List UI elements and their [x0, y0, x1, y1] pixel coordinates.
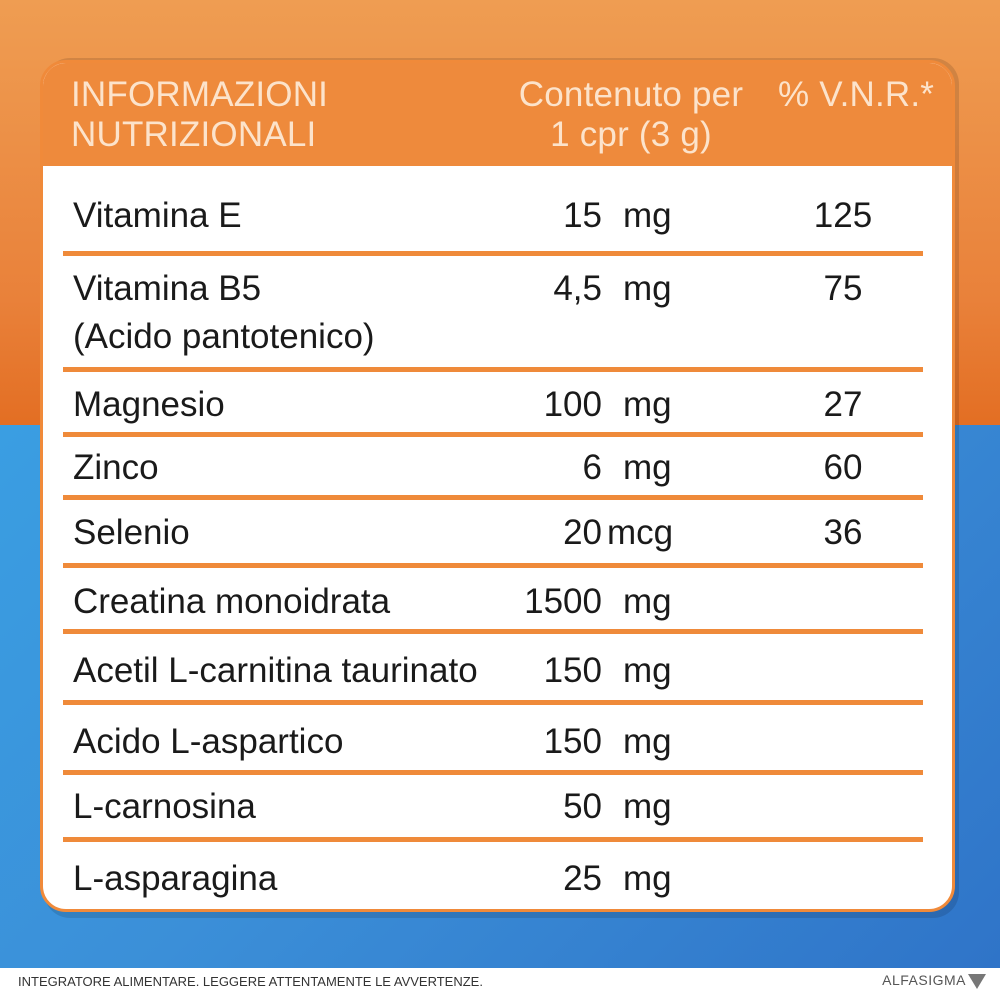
row-qty: 150 — [543, 722, 602, 761]
header-content-per: Contenuto per 1 cpr (3 g) — [501, 75, 761, 155]
table-row: Selenio 20 mcg 36 — [43, 507, 952, 559]
row-divider — [63, 251, 923, 256]
header-col2-line2: 1 cpr (3 g) — [550, 115, 712, 154]
row-qty: 50 — [563, 787, 602, 826]
header-col1-line2: NUTRIZIONALI — [71, 115, 317, 154]
row-unit: mg — [623, 787, 672, 826]
row-unit: mg — [623, 651, 672, 690]
footer-bar: INTEGRATORE ALIMENTARE. LEGGERE ATTENTAM… — [0, 968, 1000, 1000]
header-col2-line1: Contenuto per — [518, 75, 744, 114]
row-qty: 1500 — [524, 582, 602, 621]
row-qty: 20 — [563, 513, 602, 552]
row-vnr: 75 — [823, 269, 863, 308]
row-qty: 6 — [582, 448, 602, 487]
table-row: L-carnosina 50 mg — [43, 781, 952, 833]
row-unit: mg — [623, 448, 672, 487]
row-divider — [63, 770, 923, 775]
row-name: Acido L-aspartico — [73, 722, 344, 761]
row-divider — [63, 495, 923, 500]
row-unit: mcg — [607, 513, 674, 552]
row-vnr: 125 — [813, 196, 873, 235]
row-qty: 100 — [543, 385, 602, 424]
row-divider — [63, 367, 923, 372]
table-row: Vitamina B5 (Acido pantotenico) 4,5 mg 7… — [43, 263, 952, 368]
brand-logo: ALFASIGMA — [882, 972, 966, 988]
row-unit: mg — [623, 722, 672, 761]
row-divider — [63, 700, 923, 705]
row-name: Acetil L-carnitina taurinato — [73, 651, 478, 690]
row-qty: 15 — [563, 196, 602, 235]
row-unit: mg — [623, 582, 672, 621]
row-name: L-asparagina — [73, 859, 278, 898]
nutrition-table: INFORMAZIONI NUTRIZIONALI Contenuto per … — [40, 60, 955, 912]
row-name: L-carnosina — [73, 787, 256, 826]
row-name: Zinco — [73, 448, 159, 487]
table-row: Zinco 6 mg 60 — [43, 442, 952, 494]
row-unit: mg — [623, 385, 672, 424]
row-unit: mg — [623, 196, 672, 235]
row-unit: mg — [623, 269, 672, 308]
table-header: INFORMAZIONI NUTRIZIONALI Contenuto per … — [43, 63, 952, 166]
table-row: Creatina monoidrata 1500 mg — [43, 576, 952, 628]
row-name: Magnesio — [73, 385, 225, 424]
table-row: Acetil L-carnitina taurinato 150 mg — [43, 645, 952, 697]
row-divider — [63, 432, 923, 437]
table-row: Magnesio 100 mg 27 — [43, 379, 952, 431]
row-name: Selenio — [73, 513, 190, 552]
row-vnr: 60 — [823, 448, 863, 487]
table-row: L-asparagina 25 mg — [43, 853, 952, 905]
footer-warning: INTEGRATORE ALIMENTARE. LEGGERE ATTENTAM… — [18, 974, 483, 989]
row-vnr: 36 — [823, 513, 863, 552]
header-vnr: % V.N.R.* — [778, 75, 935, 114]
header-nutrition-info: INFORMAZIONI NUTRIZIONALI — [71, 75, 328, 155]
row-divider — [63, 563, 923, 568]
brand-triangle-icon — [968, 974, 986, 989]
row-qty: 150 — [543, 651, 602, 690]
row-divider — [63, 837, 923, 842]
row-unit: mg — [623, 859, 672, 898]
row-name: Vitamina B5 — [73, 269, 262, 308]
row-name: Creatina monoidrata — [73, 582, 391, 621]
row-divider — [63, 629, 923, 634]
header-col1-line1: INFORMAZIONI — [71, 75, 329, 114]
row-name: Vitamina E — [73, 196, 242, 235]
row-vnr: 27 — [823, 385, 863, 424]
row-name-secondary: (Acido pantotenico) — [73, 317, 375, 356]
table-row: Vitamina E 15 mg 125 — [43, 190, 952, 250]
row-qty: 4,5 — [553, 269, 602, 308]
row-qty: 25 — [563, 859, 602, 898]
table-row: Acido L-aspartico 150 mg — [43, 716, 952, 768]
